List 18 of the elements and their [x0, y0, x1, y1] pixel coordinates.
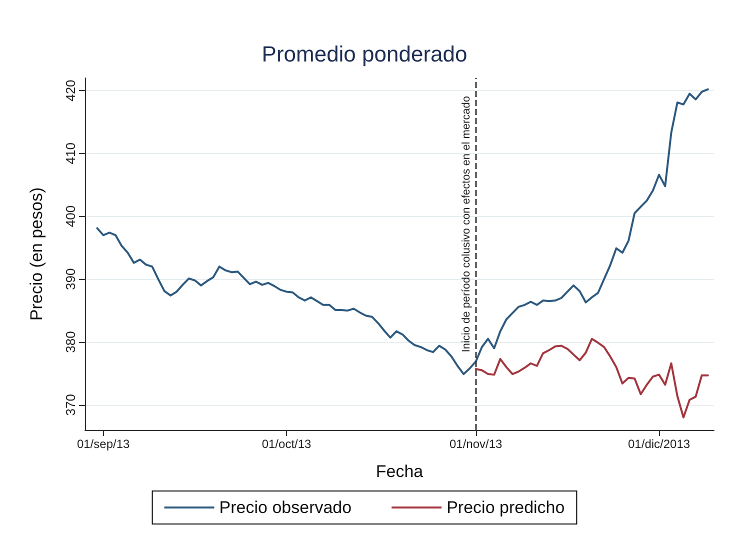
chart-title: Promedio ponderado [262, 42, 468, 66]
ref-line-label: Inicio de período colusivo con efectos en el mercado [460, 96, 472, 352]
y-tick-label: 370 [63, 394, 78, 416]
x-tick-label: 01/oct/13 [262, 437, 312, 451]
y-axis-title: Precio (en pesos) [27, 187, 46, 321]
legend-label: Precio predicho [446, 498, 565, 517]
y-tick-label: 420 [63, 80, 78, 102]
line-series [96, 88, 709, 376]
y-tick-label: 400 [63, 205, 78, 228]
y-tick-label: 410 [63, 142, 78, 164]
y-tick-label: 390 [63, 268, 78, 290]
x-tick-label: 01/nov/13 [449, 437, 503, 451]
line-series [474, 338, 709, 418]
y-tick-label: 380 [63, 331, 78, 353]
x-tick-label: 01/sep/13 [76, 437, 130, 451]
x-axis-title: Fecha [376, 462, 424, 481]
legend-label: Precio observado [219, 498, 352, 517]
x-tick-label: 01/dic/2013 [628, 437, 690, 451]
